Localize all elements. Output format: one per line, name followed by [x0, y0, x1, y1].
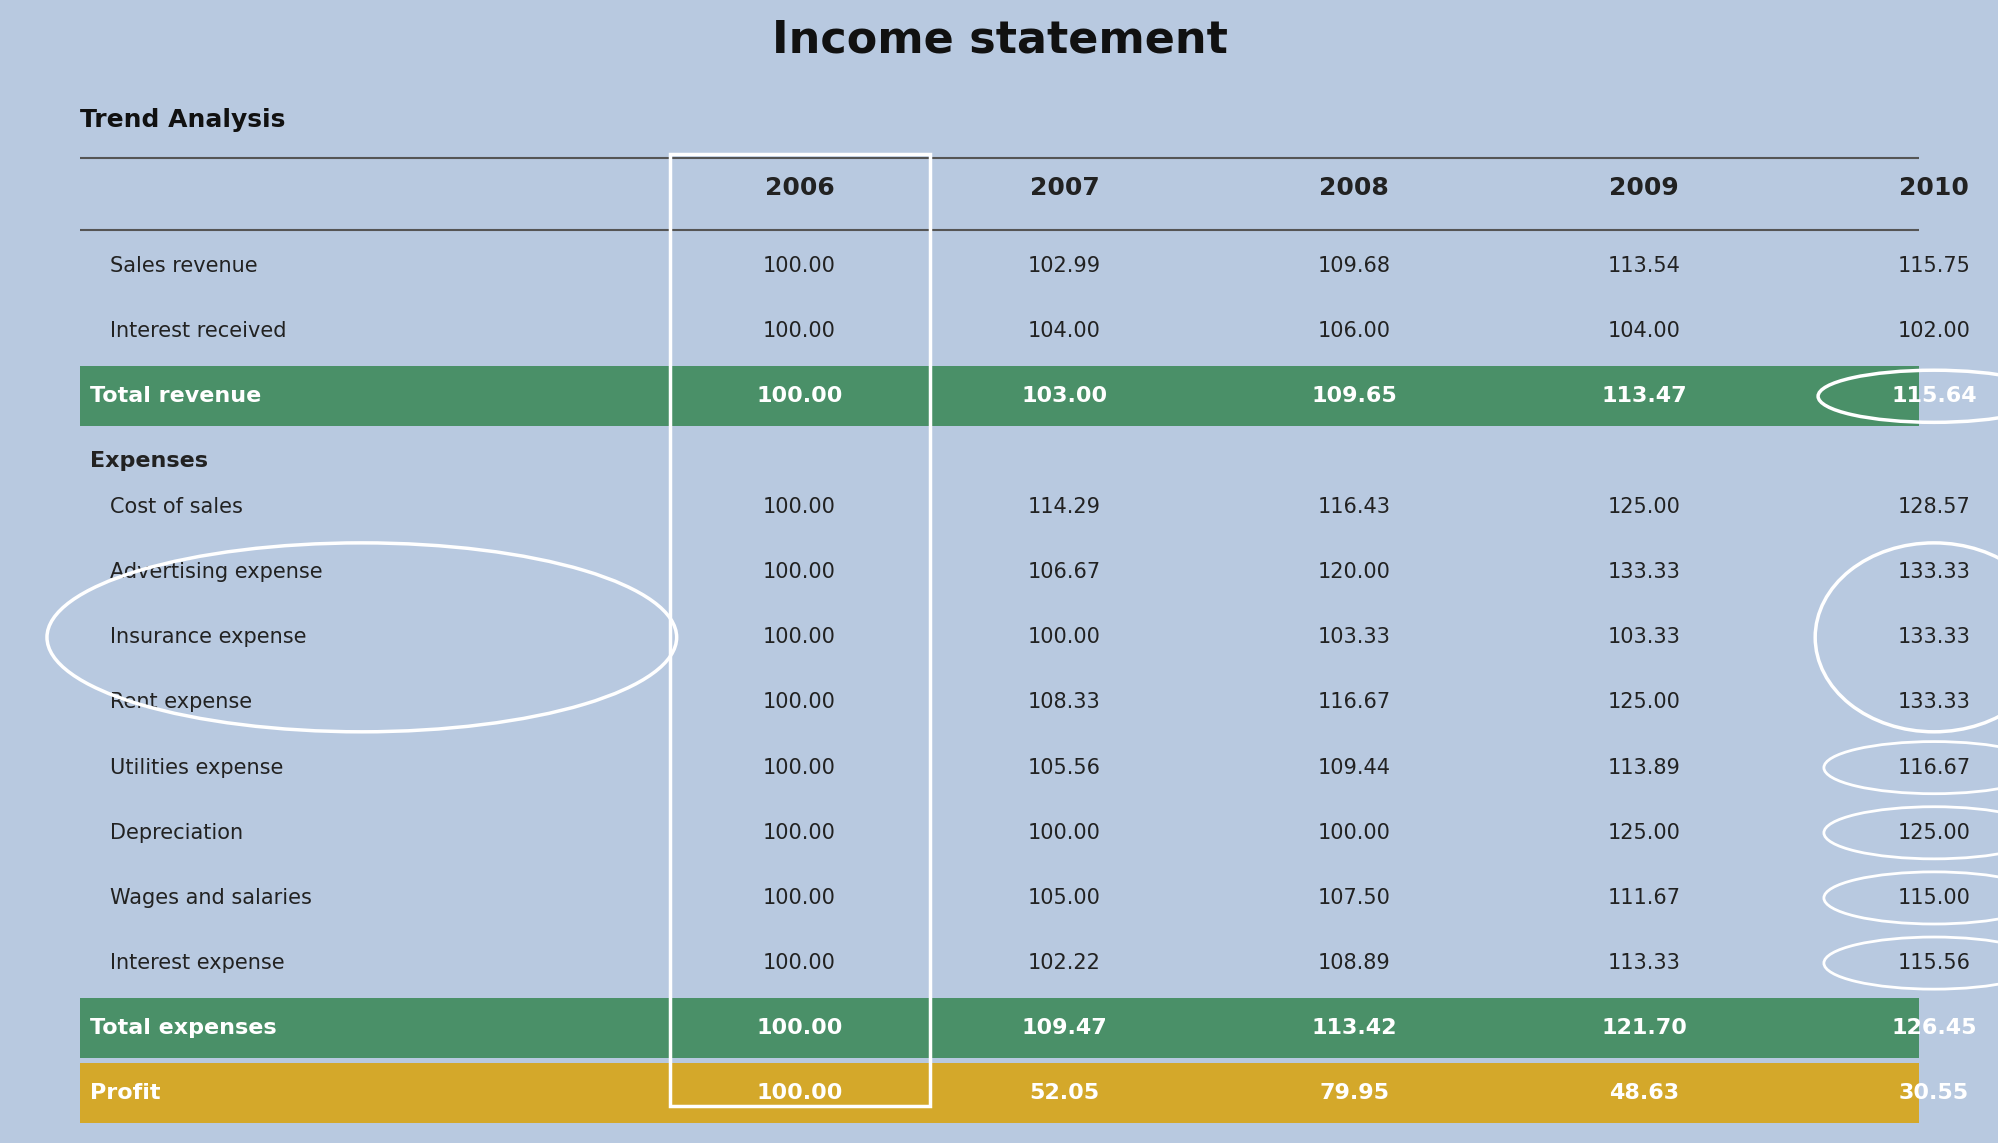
- Text: 100.00: 100.00: [763, 562, 835, 582]
- Text: 2008: 2008: [1319, 176, 1389, 200]
- Text: 116.43: 116.43: [1317, 497, 1391, 517]
- Text: 125.00: 125.00: [1606, 823, 1680, 842]
- Text: 115.64: 115.64: [1890, 386, 1976, 406]
- Text: 109.44: 109.44: [1317, 758, 1391, 777]
- Text: 2010: 2010: [1898, 176, 1968, 200]
- Text: 102.00: 102.00: [1896, 321, 1970, 341]
- Text: 52.05: 52.05: [1029, 1084, 1099, 1103]
- Text: Interest received: Interest received: [110, 321, 286, 341]
- Text: Cost of sales: Cost of sales: [110, 497, 242, 517]
- Text: 105.00: 105.00: [1027, 888, 1101, 908]
- Text: Income statement: Income statement: [771, 18, 1227, 62]
- Text: 111.67: 111.67: [1606, 888, 1680, 908]
- Text: 100.00: 100.00: [755, 1084, 843, 1103]
- Text: 109.47: 109.47: [1021, 1018, 1107, 1038]
- Text: Expenses: Expenses: [90, 451, 208, 471]
- Text: 133.33: 133.33: [1896, 562, 1970, 582]
- Text: Trend Analysis: Trend Analysis: [80, 109, 286, 131]
- Text: 100.00: 100.00: [763, 953, 835, 973]
- Text: 100.00: 100.00: [763, 497, 835, 517]
- Text: 79.95: 79.95: [1319, 1084, 1389, 1103]
- Text: 115.56: 115.56: [1896, 953, 1970, 973]
- Text: Profit: Profit: [90, 1084, 160, 1103]
- Text: 113.54: 113.54: [1606, 256, 1680, 275]
- Text: 125.00: 125.00: [1896, 823, 1970, 842]
- Text: 106.67: 106.67: [1027, 562, 1101, 582]
- Text: 100.00: 100.00: [1027, 823, 1101, 842]
- Text: 114.29: 114.29: [1027, 497, 1101, 517]
- Text: 113.42: 113.42: [1311, 1018, 1397, 1038]
- Text: Rent expense: Rent expense: [110, 693, 252, 712]
- Text: Sales revenue: Sales revenue: [110, 256, 258, 275]
- Text: 113.33: 113.33: [1606, 953, 1680, 973]
- Text: 133.33: 133.33: [1606, 562, 1680, 582]
- Text: 120.00: 120.00: [1317, 562, 1391, 582]
- Text: 2006: 2006: [765, 176, 833, 200]
- Text: Total revenue: Total revenue: [90, 386, 262, 406]
- Text: 121.70: 121.70: [1600, 1018, 1686, 1038]
- Text: 116.67: 116.67: [1317, 693, 1391, 712]
- Text: 103.00: 103.00: [1021, 386, 1107, 406]
- Text: 125.00: 125.00: [1606, 497, 1680, 517]
- FancyBboxPatch shape: [80, 1063, 1918, 1124]
- Text: 108.33: 108.33: [1027, 693, 1101, 712]
- Text: 109.68: 109.68: [1317, 256, 1391, 275]
- Text: 102.22: 102.22: [1027, 953, 1101, 973]
- Text: 100.00: 100.00: [1027, 628, 1101, 647]
- Text: Wages and salaries: Wages and salaries: [110, 888, 312, 908]
- Text: 133.33: 133.33: [1896, 693, 1970, 712]
- Text: 113.47: 113.47: [1600, 386, 1686, 406]
- Text: 102.99: 102.99: [1027, 256, 1101, 275]
- Text: 100.00: 100.00: [763, 256, 835, 275]
- FancyBboxPatch shape: [80, 998, 1918, 1058]
- Text: 2009: 2009: [1608, 176, 1678, 200]
- Text: 100.00: 100.00: [763, 693, 835, 712]
- Text: 104.00: 104.00: [1027, 321, 1101, 341]
- Text: Depreciation: Depreciation: [110, 823, 244, 842]
- Text: 100.00: 100.00: [755, 386, 843, 406]
- Text: 108.89: 108.89: [1317, 953, 1391, 973]
- Text: 2007: 2007: [1029, 176, 1099, 200]
- Text: Utilities expense: Utilities expense: [110, 758, 284, 777]
- Text: 104.00: 104.00: [1606, 321, 1680, 341]
- Text: 105.56: 105.56: [1027, 758, 1101, 777]
- Text: 100.00: 100.00: [1317, 823, 1391, 842]
- Text: 100.00: 100.00: [763, 888, 835, 908]
- FancyBboxPatch shape: [80, 366, 1918, 426]
- Text: 125.00: 125.00: [1606, 693, 1680, 712]
- Text: 100.00: 100.00: [763, 321, 835, 341]
- Text: 103.33: 103.33: [1317, 628, 1391, 647]
- Text: Interest expense: Interest expense: [110, 953, 284, 973]
- Text: 100.00: 100.00: [763, 823, 835, 842]
- Text: Total expenses: Total expenses: [90, 1018, 276, 1038]
- Text: 115.00: 115.00: [1896, 888, 1970, 908]
- Text: 113.89: 113.89: [1606, 758, 1680, 777]
- Text: 128.57: 128.57: [1896, 497, 1970, 517]
- Text: 103.33: 103.33: [1606, 628, 1680, 647]
- Text: 115.75: 115.75: [1896, 256, 1970, 275]
- Text: 30.55: 30.55: [1898, 1084, 1968, 1103]
- Text: 100.00: 100.00: [755, 1018, 843, 1038]
- Text: 48.63: 48.63: [1608, 1084, 1678, 1103]
- Text: 100.00: 100.00: [763, 758, 835, 777]
- Text: 109.65: 109.65: [1311, 386, 1397, 406]
- Text: 106.00: 106.00: [1317, 321, 1391, 341]
- Text: 100.00: 100.00: [763, 628, 835, 647]
- Text: 107.50: 107.50: [1317, 888, 1391, 908]
- Text: Insurance expense: Insurance expense: [110, 628, 306, 647]
- Text: 126.45: 126.45: [1890, 1018, 1976, 1038]
- Text: 133.33: 133.33: [1896, 628, 1970, 647]
- Text: 116.67: 116.67: [1896, 758, 1970, 777]
- Text: Advertising expense: Advertising expense: [110, 562, 322, 582]
